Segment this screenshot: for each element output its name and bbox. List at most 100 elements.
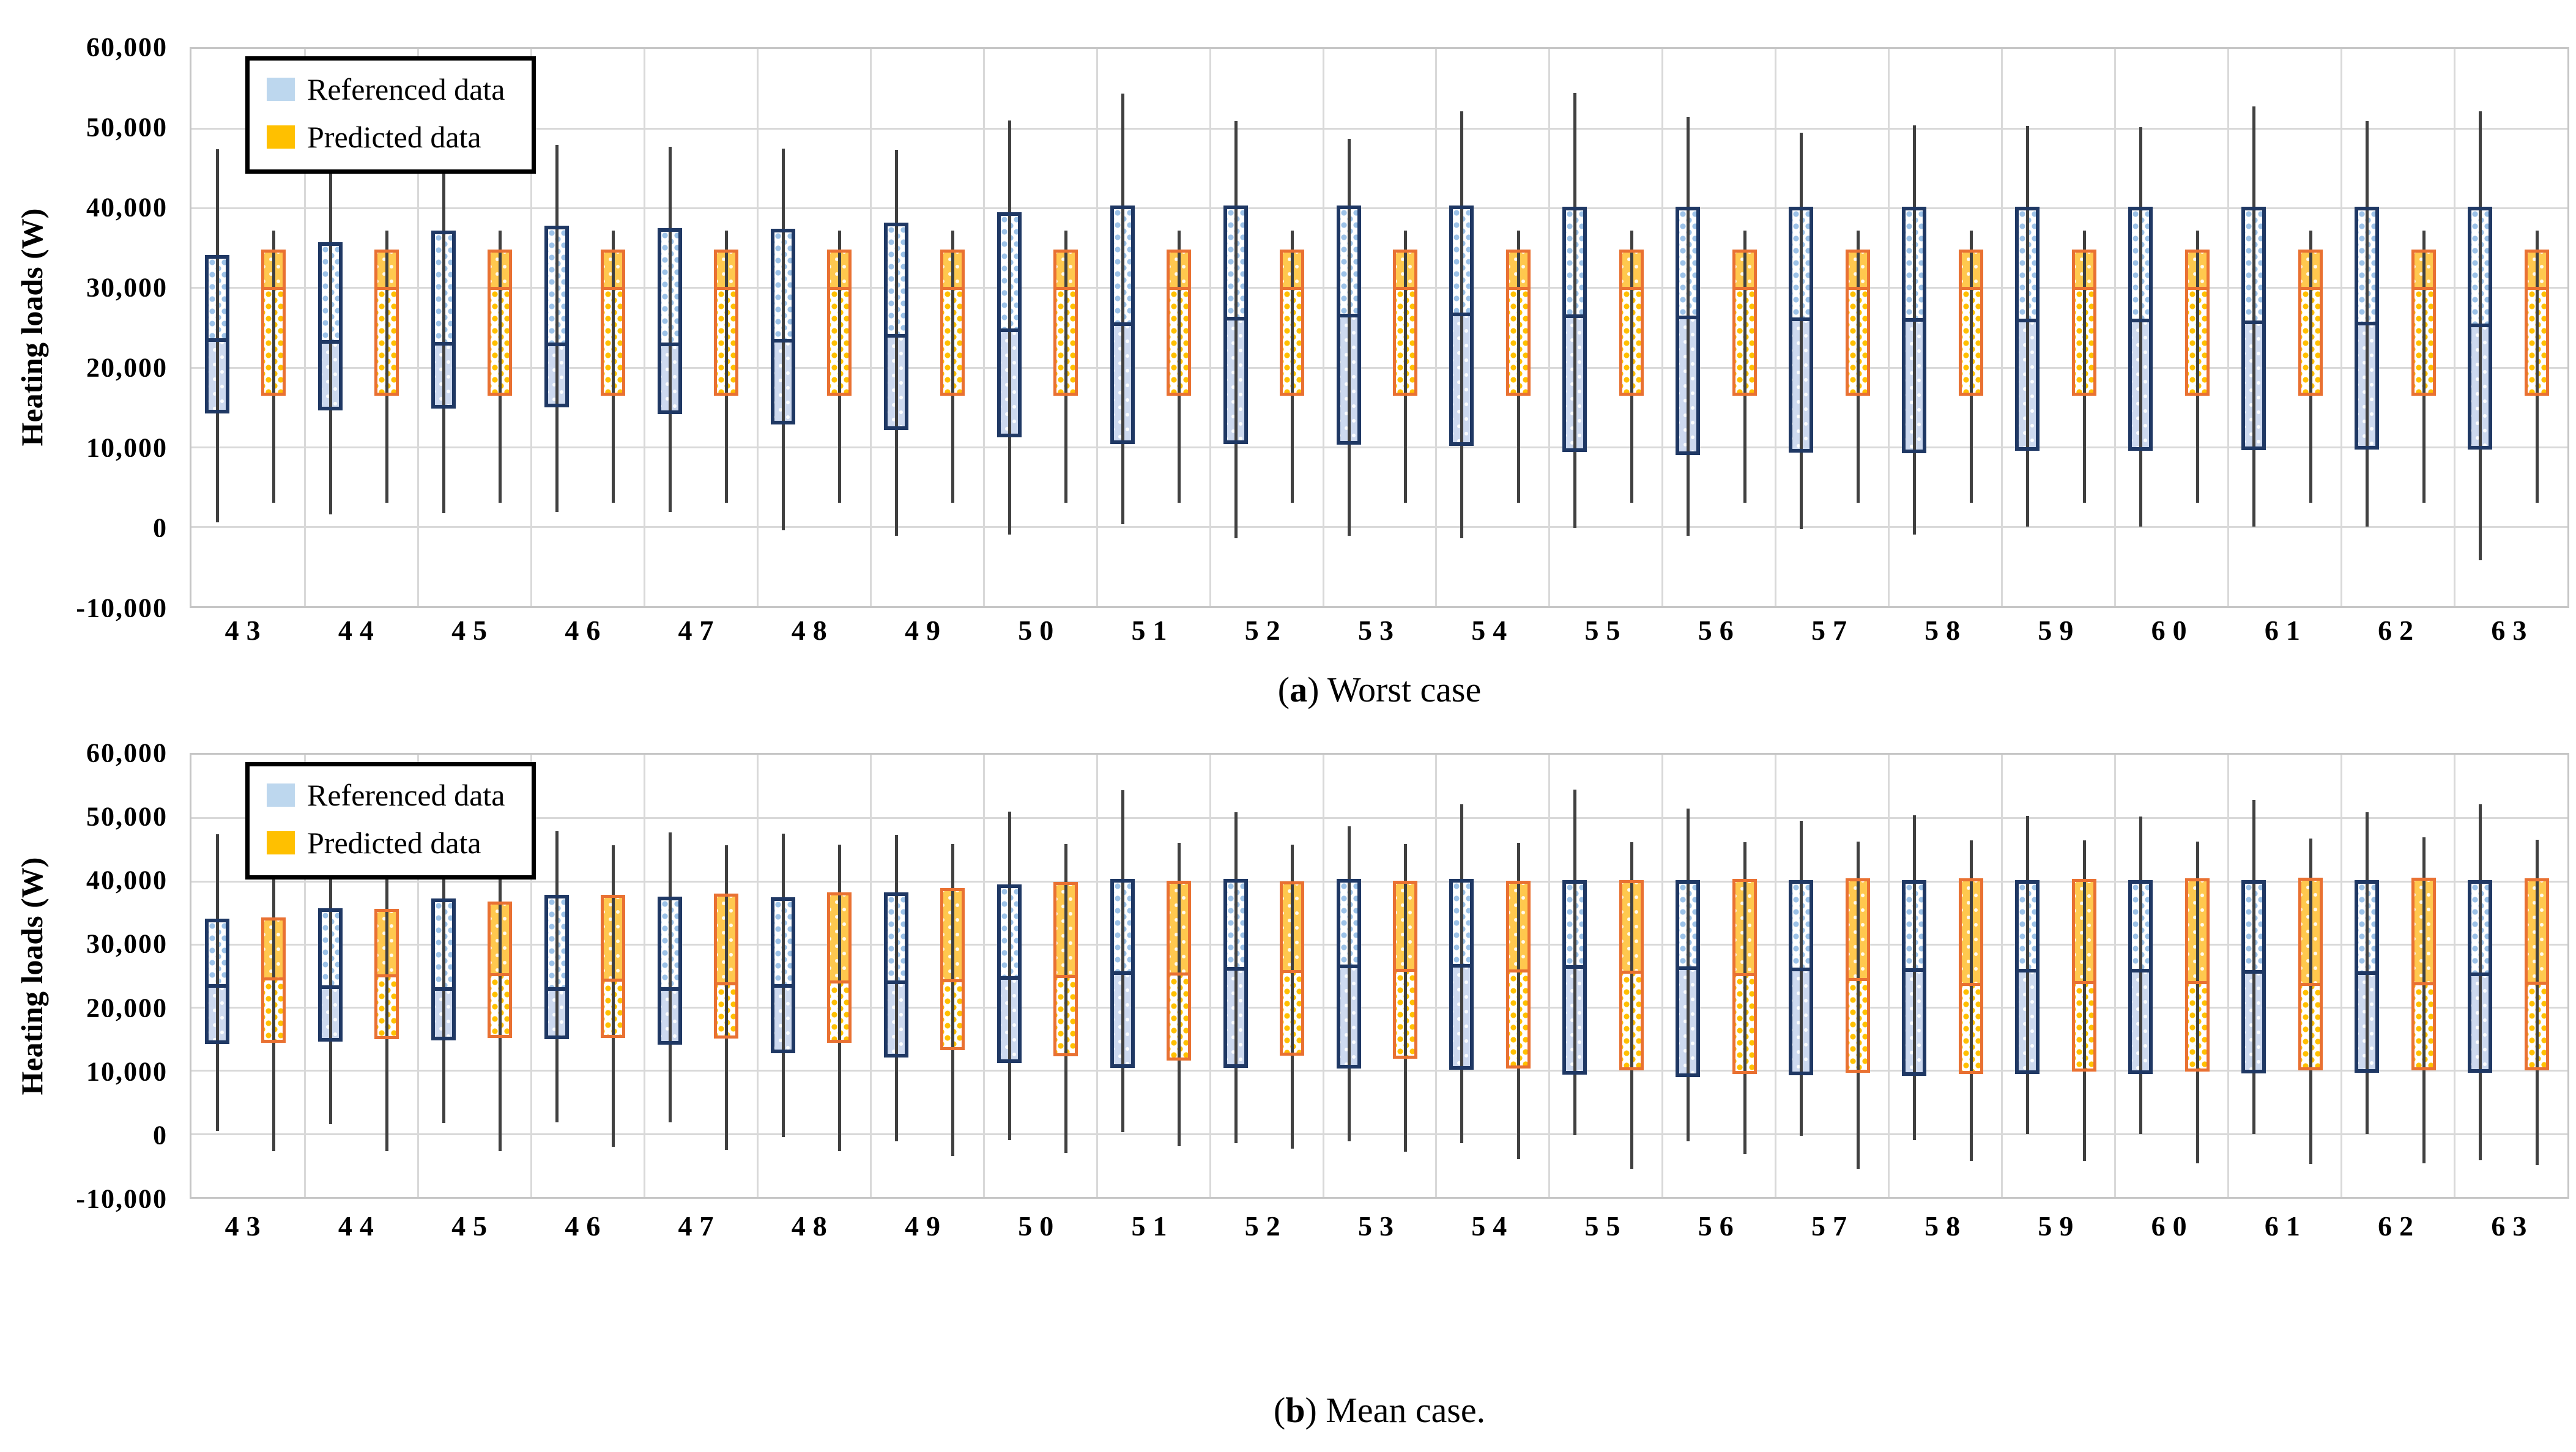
gridline bbox=[756, 49, 759, 606]
median-line bbox=[1395, 286, 1414, 290]
median-line bbox=[264, 977, 283, 980]
whisker-predicted-52 bbox=[1291, 844, 1294, 1149]
gridline bbox=[191, 943, 2567, 946]
median-line bbox=[2414, 286, 2433, 290]
gridline bbox=[1435, 755, 1438, 1197]
box-outline-referenced-51 bbox=[1110, 206, 1135, 444]
box-outline-predicted-57 bbox=[1845, 878, 1870, 1073]
gridline bbox=[2340, 755, 2343, 1197]
caption-post: ) Worst case bbox=[1307, 670, 1482, 709]
x-category-label: 51 bbox=[1131, 615, 1175, 646]
median-line bbox=[1906, 968, 1923, 972]
box-outline-referenced-49 bbox=[883, 222, 908, 431]
whisker-predicted-50 bbox=[1064, 843, 1068, 1153]
whisker-predicted-57 bbox=[1856, 841, 1860, 1169]
x-category-label: 59 bbox=[2038, 1210, 2081, 1242]
box-outline-predicted-59 bbox=[2071, 249, 2096, 396]
whisker-referenced-53 bbox=[1347, 139, 1351, 536]
whisker-referenced-55 bbox=[1573, 92, 1577, 528]
gridline bbox=[1888, 755, 1890, 1197]
whisker-referenced-44 bbox=[328, 837, 332, 1125]
box-outline-predicted-60 bbox=[2184, 878, 2210, 1072]
gridline bbox=[756, 755, 759, 1197]
median-line bbox=[547, 987, 565, 991]
box-outline-referenced-53 bbox=[1336, 879, 1361, 1069]
whisker-referenced-50 bbox=[1008, 120, 1011, 535]
whisker-referenced-52 bbox=[1234, 812, 1238, 1144]
whisker-referenced-47 bbox=[668, 147, 672, 513]
box-outline-predicted-43 bbox=[261, 917, 286, 1043]
gridline bbox=[530, 755, 532, 1197]
median-line bbox=[491, 286, 510, 290]
box-outline-referenced-62 bbox=[2355, 206, 2380, 450]
median-line bbox=[2527, 286, 2546, 290]
x-category-label: 47 bbox=[678, 615, 721, 646]
caption-post: ) Mean case. bbox=[1305, 1390, 1486, 1430]
gridline bbox=[2001, 49, 2003, 606]
x-category-label: 44 bbox=[338, 615, 381, 646]
whisker-predicted-62 bbox=[2422, 837, 2426, 1164]
whisker-referenced-53 bbox=[1347, 826, 1351, 1142]
gridline bbox=[417, 755, 419, 1197]
box-outline-predicted-63 bbox=[2524, 878, 2549, 1071]
box-outline-predicted-53 bbox=[1392, 880, 1417, 1059]
y-tick-label: 60,000 bbox=[86, 32, 168, 62]
gridline bbox=[1435, 49, 1438, 606]
median-line bbox=[830, 286, 849, 290]
whisker-referenced-49 bbox=[894, 835, 898, 1142]
median-line bbox=[1961, 982, 1980, 986]
box-outline-predicted-51 bbox=[1167, 880, 1192, 1061]
median-line bbox=[604, 978, 623, 982]
x-category-label: 52 bbox=[1244, 1210, 1288, 1242]
box-outline-predicted-56 bbox=[1732, 879, 1757, 1074]
box-outline-referenced-63 bbox=[2468, 880, 2493, 1073]
median-line bbox=[1566, 314, 1584, 318]
median-line bbox=[1509, 286, 1527, 290]
whisker-predicted-46 bbox=[612, 845, 615, 1147]
x-category-label: 46 bbox=[565, 1210, 608, 1242]
median-line bbox=[377, 974, 396, 978]
whisker-predicted-55 bbox=[1630, 230, 1633, 503]
whisker-referenced-60 bbox=[2139, 817, 2143, 1134]
whisker-referenced-56 bbox=[1687, 116, 1690, 536]
median-line bbox=[774, 338, 792, 343]
median-line bbox=[1906, 317, 1923, 322]
box-outline-predicted-56 bbox=[1732, 249, 1757, 396]
box-outline-predicted-44 bbox=[374, 909, 399, 1039]
box-outline-referenced-52 bbox=[1223, 206, 1248, 444]
whisker-referenced-50 bbox=[1008, 811, 1011, 1141]
box-outline-predicted-45 bbox=[488, 249, 513, 396]
whisker-predicted-51 bbox=[1178, 230, 1181, 503]
median-line bbox=[1453, 963, 1471, 968]
box-outline-referenced-48 bbox=[770, 229, 795, 425]
whisker-referenced-59 bbox=[2026, 816, 2030, 1134]
median-line bbox=[1227, 317, 1244, 321]
whisker-predicted-44 bbox=[385, 845, 389, 1151]
median-line bbox=[1453, 312, 1471, 316]
gridline bbox=[1322, 49, 1324, 606]
predicted-data-swatch-icon bbox=[267, 125, 295, 149]
y-tick-label: 20,000 bbox=[86, 352, 168, 383]
box-outline-referenced-59 bbox=[2015, 206, 2040, 451]
box-outline-referenced-57 bbox=[1789, 206, 1814, 453]
gridline bbox=[417, 49, 419, 606]
y-tick-label: 30,000 bbox=[86, 928, 168, 959]
median-line bbox=[1735, 972, 1754, 976]
box-outline-predicted-48 bbox=[827, 892, 852, 1043]
whisker-referenced-43 bbox=[215, 149, 219, 523]
whisker-referenced-59 bbox=[2026, 126, 2030, 527]
median-line bbox=[774, 984, 792, 988]
box-outline-predicted-52 bbox=[1280, 881, 1305, 1056]
median-line bbox=[2245, 320, 2263, 324]
caption-pre: ( bbox=[1277, 670, 1290, 709]
median-line bbox=[434, 342, 452, 346]
referenced-data-swatch-icon bbox=[267, 783, 295, 807]
box-outline-referenced-55 bbox=[1562, 880, 1587, 1075]
x-category-label: 58 bbox=[1925, 615, 1968, 646]
gridline bbox=[1548, 49, 1551, 606]
gridline bbox=[1661, 755, 1664, 1197]
whisker-predicted-63 bbox=[2535, 840, 2539, 1166]
median-line bbox=[1056, 286, 1075, 290]
box-outline-referenced-46 bbox=[544, 225, 569, 407]
gridline bbox=[2114, 49, 2117, 606]
